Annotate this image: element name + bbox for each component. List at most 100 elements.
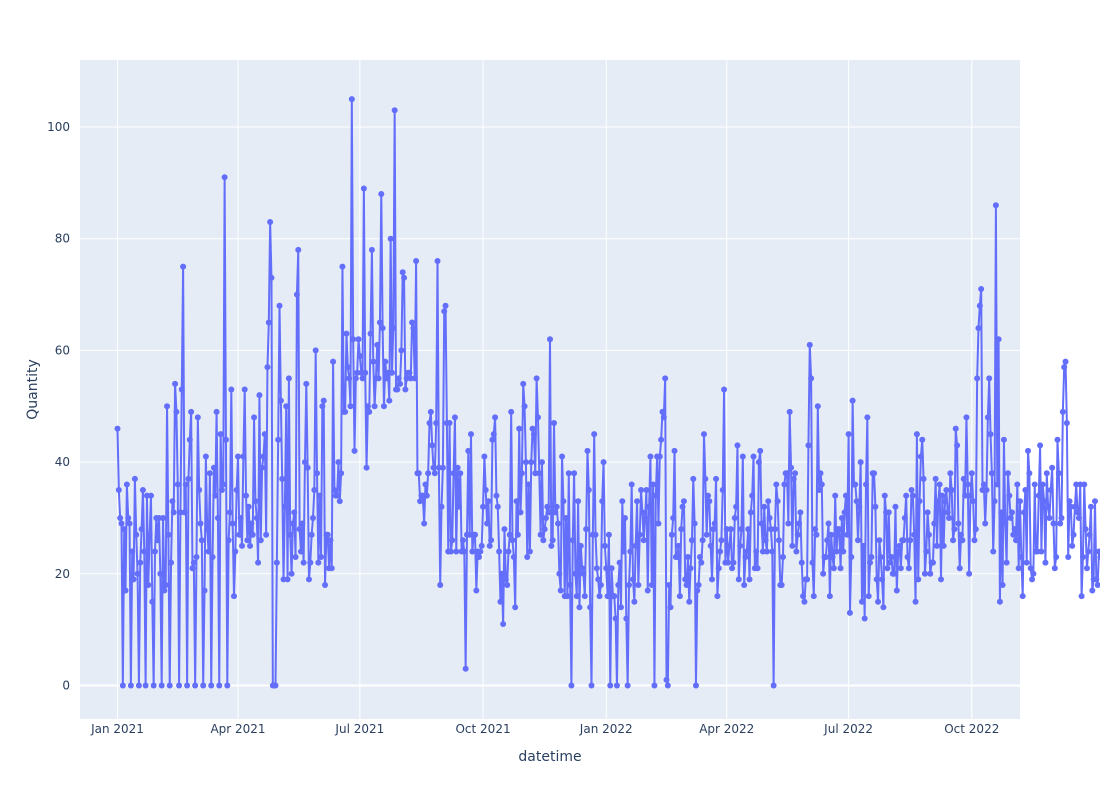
data-point [480,503,487,510]
data-point [1003,559,1010,566]
data-point [774,498,781,505]
data-point [990,548,997,555]
data-point [696,554,703,561]
data-point [339,263,346,270]
data-point [725,559,732,566]
data-point [664,682,671,689]
data-point [356,352,363,359]
data-point [351,447,358,454]
data-point [284,576,291,583]
data-point [126,520,133,527]
data-point [858,598,865,605]
data-point [336,498,343,505]
data-point [892,503,899,510]
data-point [382,358,389,365]
data-point [158,682,165,689]
data-point [1014,481,1021,488]
data-point [208,682,215,689]
data-point [1008,509,1015,516]
data-point [376,319,383,326]
data-point [865,593,872,600]
data-point [666,581,673,588]
data-point [406,369,413,376]
data-point [1091,498,1098,505]
data-point [845,431,852,438]
data-point [911,531,918,538]
data-point [434,258,441,265]
data-point [501,526,508,533]
data-point [763,548,770,555]
data-point [604,593,611,600]
data-point [564,593,571,600]
data-point [533,375,540,382]
data-point [765,498,772,505]
data-point [461,548,468,555]
data-point [149,598,156,605]
data-point [309,514,316,521]
data-point [960,475,967,482]
data-point [451,414,458,421]
data-point [135,682,142,689]
data-point [534,414,541,421]
data-point [695,581,702,588]
data-point [423,492,430,499]
data-point [1062,358,1069,365]
data-point [481,453,488,460]
data-point [521,403,528,410]
data-point [291,509,298,516]
data-point [974,375,981,382]
data-point [1021,509,1028,516]
data-point [248,520,255,527]
data-point [125,514,132,521]
data-point [646,503,653,510]
data-point [789,542,796,549]
data-point [785,520,792,527]
data-point [599,498,606,505]
data-point [338,470,345,477]
data-point [518,470,525,477]
data-point [221,174,228,181]
data-point [700,431,707,438]
data-point [1055,470,1062,477]
data-point [1017,498,1023,505]
data-point [259,464,266,471]
data-point [1045,503,1052,510]
data-point [510,554,517,561]
data-point [516,425,523,432]
data-point [1038,548,1045,555]
data-point [1093,576,1100,583]
data-point [954,442,961,449]
data-point [209,554,216,561]
data-point [904,554,911,561]
data-point [447,548,454,555]
data-point [887,559,894,566]
data-point [591,431,598,438]
data-point [556,570,563,577]
data-point [395,375,402,382]
data-point [840,548,847,555]
data-point [775,537,782,544]
data-point [1057,520,1064,527]
data-point [1075,514,1082,521]
x-axis-ticks: Jan 2021 Apr 2021 Jul 2021 Oct 2021 Jan 2022… [90,722,999,736]
data-point [849,397,856,404]
data-point [1012,537,1019,544]
data-point [230,593,237,600]
data-point [1011,526,1018,533]
data-point [842,492,849,499]
data-point [935,498,942,505]
data-point [360,185,367,192]
data-point [363,464,370,471]
data-point [682,576,689,583]
data-point [1006,492,1013,499]
data-point [794,531,801,538]
data-point [643,487,650,494]
y-tick-label: 80 [55,232,70,246]
data-point [331,487,338,494]
data-point [496,548,503,555]
data-point [947,470,954,477]
data-point [919,436,926,443]
data-point [742,554,749,561]
data-point [962,492,969,499]
data-point [237,514,244,521]
